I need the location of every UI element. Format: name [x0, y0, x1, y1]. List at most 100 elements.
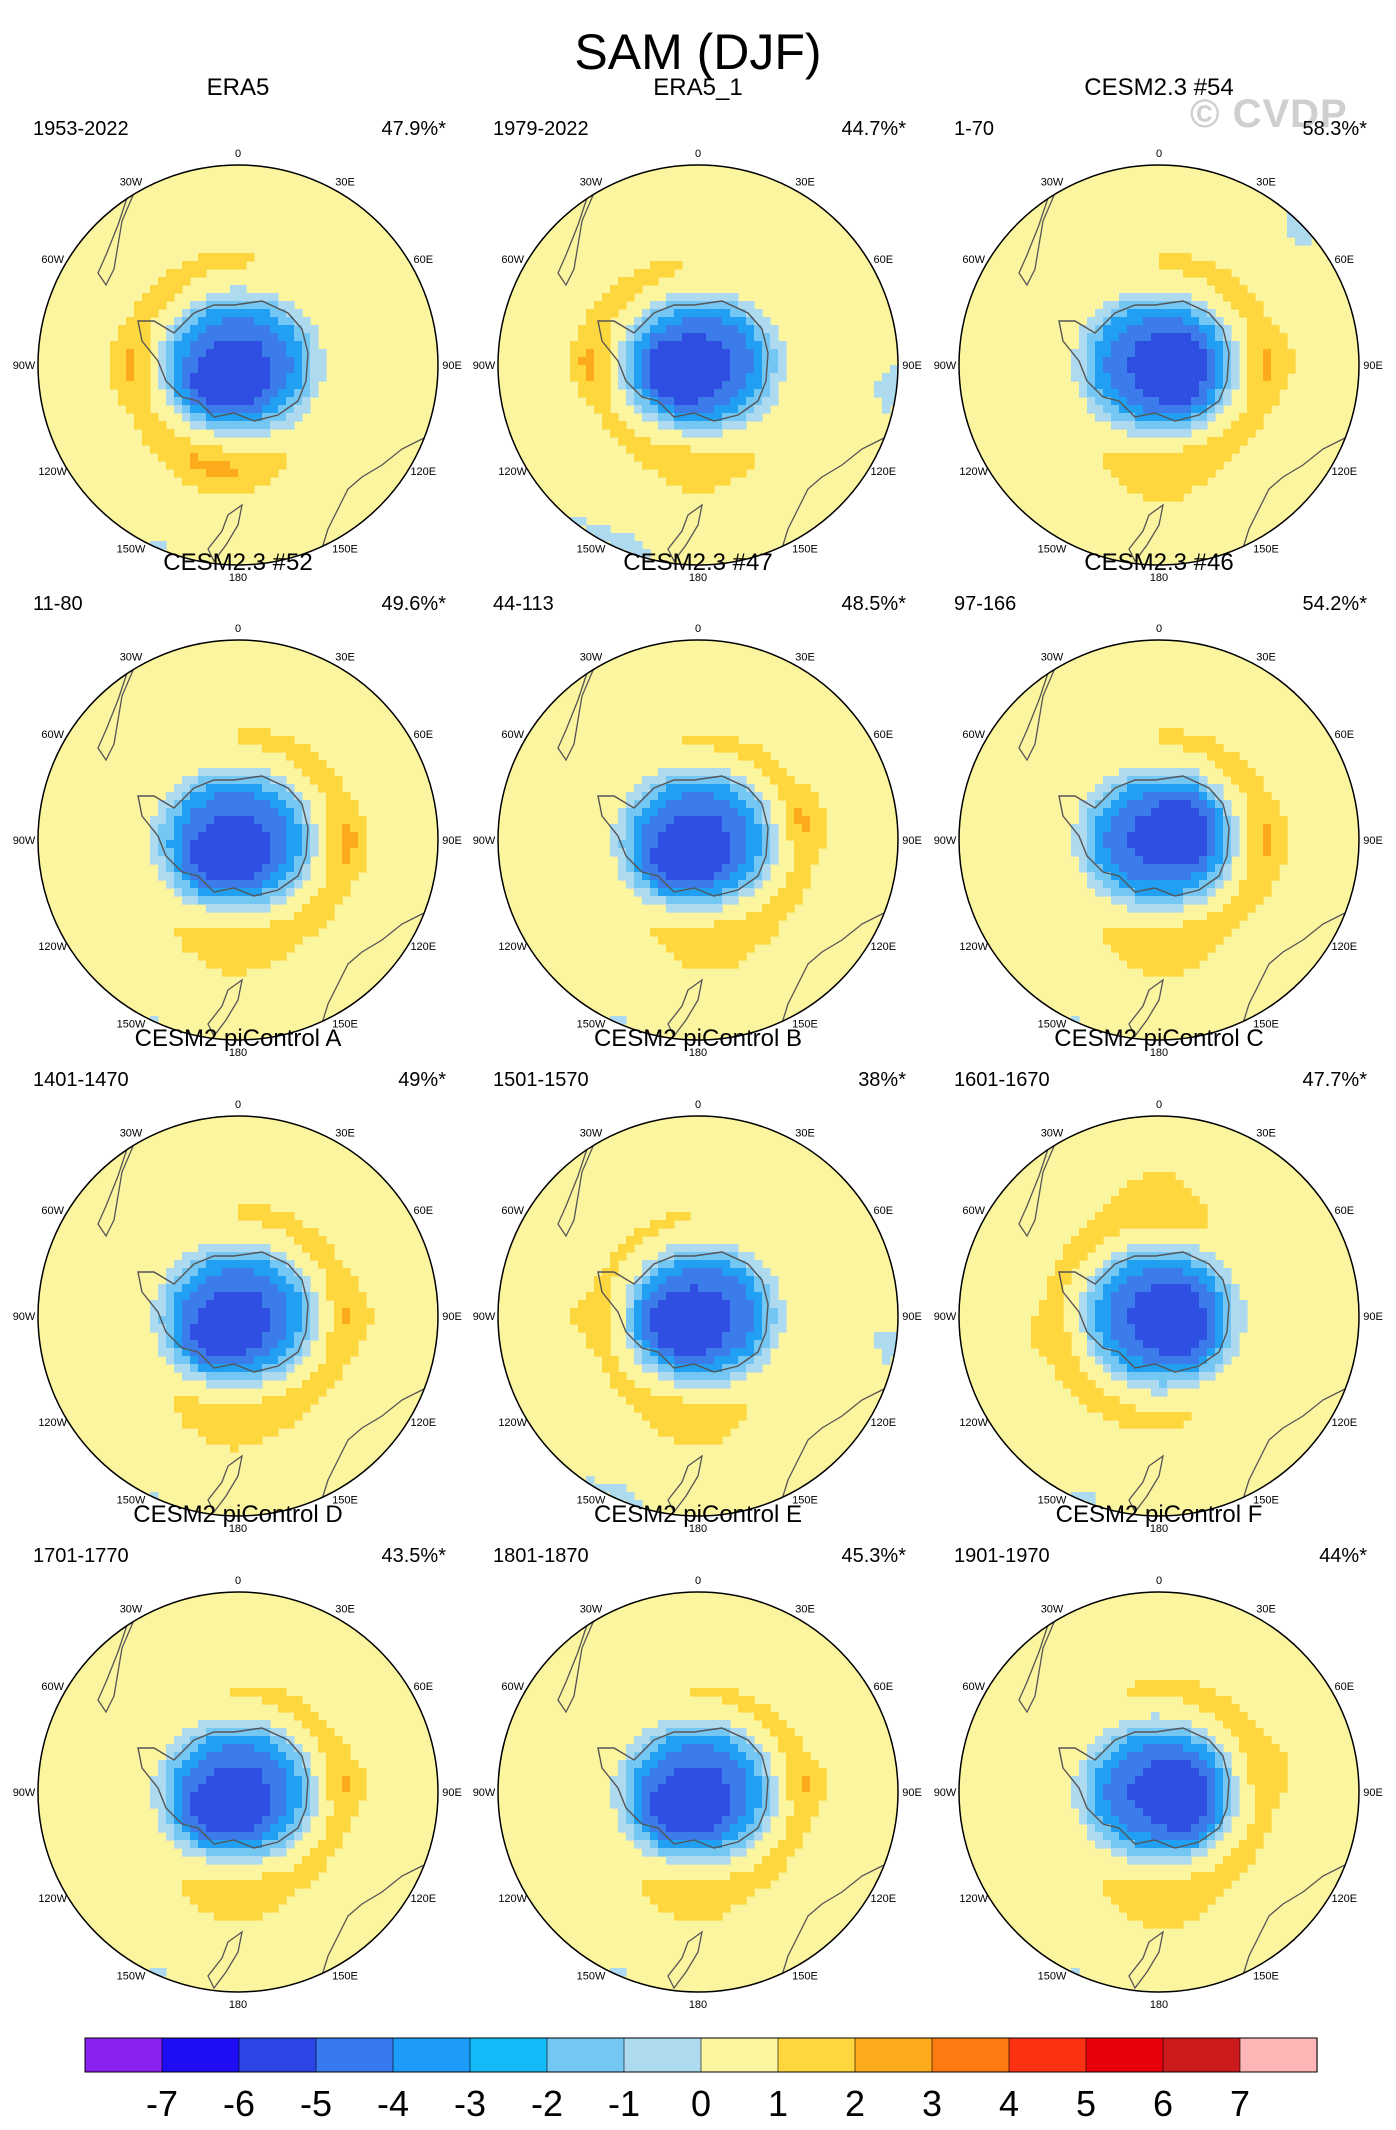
contour-field — [959, 165, 1359, 565]
lon-label: 120W — [959, 466, 988, 478]
lon-label: 180 — [1150, 1523, 1168, 1535]
lon-label: 150E — [792, 1971, 818, 1983]
map-border — [497, 164, 899, 566]
australia-coastline — [1238, 1385, 1352, 1513]
lon-label: 60E — [414, 1205, 434, 1217]
map-border — [497, 1115, 899, 1517]
lon-label: 30W — [1041, 651, 1064, 663]
panel-period: 97-166 — [954, 593, 1016, 615]
lon-label: 30W — [120, 176, 143, 188]
lon-label: 60E — [1335, 254, 1355, 266]
lon-label: 150W — [117, 1495, 146, 1507]
contour-field — [38, 1116, 438, 1516]
panel-period: 1-70 — [954, 118, 994, 140]
lon-label: 30W — [580, 176, 603, 188]
contour-field — [498, 640, 898, 1040]
panel-percent: 47.7%* — [1303, 1069, 1368, 1091]
lon-label: 180 — [229, 572, 247, 584]
colorbar-label: -3 — [454, 2083, 486, 2124]
lon-label: 180 — [689, 572, 707, 584]
lon-label: 30W — [120, 651, 143, 663]
lon-label: 180 — [1150, 572, 1168, 584]
south-america-coastline — [557, 1119, 609, 1238]
lon-label: 150E — [1253, 1019, 1279, 1031]
lon-label: 0 — [235, 1099, 241, 1111]
lon-label: 120W — [498, 466, 527, 478]
lon-label: 0 — [695, 1575, 701, 1587]
colorbar-label: 1 — [768, 2083, 788, 2124]
lon-label: 180 — [689, 1047, 707, 1059]
south-america-coastline — [97, 1119, 149, 1238]
map-border — [958, 164, 1360, 566]
lon-label: 60W — [501, 729, 524, 741]
panel-title: CESM2 piControl F — [1056, 1501, 1263, 1528]
lon-label: 60E — [414, 729, 434, 741]
lon-label: 60W — [501, 1681, 524, 1693]
lon-label: 90E — [902, 1787, 922, 1799]
lon-label: 180 — [689, 1999, 707, 2011]
panel-title: ERA5_1 — [653, 74, 742, 101]
australia-coastline — [1238, 1861, 1352, 1989]
map-panel: 0 30E 60E 90E 120E 150E 180 150W 120W 90W 60W 30W CE… — [13, 549, 462, 1059]
lon-label: 30W — [1041, 1603, 1064, 1615]
lon-label: 0 — [695, 1099, 701, 1111]
panel-percent: 58.3%* — [1303, 118, 1368, 140]
south-america-coastline — [97, 1595, 149, 1714]
panel-percent: 44%* — [1319, 1545, 1367, 1567]
lon-label: 90W — [473, 360, 496, 372]
new-zealand-coastline — [667, 503, 703, 563]
lon-label: 120W — [498, 1893, 527, 1905]
panel-period: 1901-1970 — [954, 1545, 1050, 1567]
australia-coastline — [777, 434, 891, 562]
lon-label: 30E — [335, 651, 355, 663]
lon-label: 30E — [1256, 1603, 1276, 1615]
lon-label: 180 — [229, 1999, 247, 2011]
lon-label: 180 — [229, 1047, 247, 1059]
antarctica-coastline — [137, 1251, 309, 1373]
panel-percent: 47.9%* — [382, 118, 447, 140]
lon-label: 150E — [792, 1495, 818, 1507]
map-panel: 0 30E 60E 90E 120E 150E 180 150W 120W 90W 60W 30W CE… — [473, 1025, 922, 1535]
lon-label: 180 — [689, 1523, 707, 1535]
new-zealand-coastline — [207, 503, 243, 563]
lon-label: 30W — [1041, 176, 1064, 188]
colorbar-label: 7 — [1230, 2083, 1250, 2124]
lon-label: 60E — [1335, 1681, 1355, 1693]
new-zealand-coastline — [1128, 503, 1164, 563]
lon-label: 60W — [41, 1205, 64, 1217]
south-america-coastline — [557, 168, 609, 287]
map-panel: 0 30E 60E 90E 120E 150E 180 150W 120W 90W 60W 30W CE… — [473, 549, 922, 1059]
australia-coastline — [1238, 434, 1352, 562]
lon-label: 90E — [902, 1311, 922, 1323]
lon-label: 60W — [962, 1681, 985, 1693]
lon-label: 120E — [870, 466, 896, 478]
lon-label: 0 — [695, 148, 701, 160]
panel-title: CESM2 piControl D — [133, 1501, 342, 1528]
lon-label: 60W — [41, 254, 64, 266]
lon-label: 120E — [410, 1893, 436, 1905]
lon-label: 60W — [501, 1205, 524, 1217]
lon-label: 90E — [442, 835, 462, 847]
panel-period: 1401-1470 — [33, 1069, 129, 1091]
new-zealand-coastline — [207, 1454, 243, 1514]
map-panel: 0 30E 60E 90E 120E 150E 180 150W 120W 90W 60W 30W CE… — [934, 74, 1383, 584]
lon-label: 30E — [795, 1603, 815, 1615]
lon-label: 0 — [235, 1575, 241, 1587]
lon-label: 150W — [1038, 1971, 1067, 1983]
panel-title: CESM2 piControl A — [135, 1025, 342, 1052]
lon-label: 60E — [1335, 729, 1355, 741]
contour-field — [498, 165, 898, 565]
panel-percent: 45.3%* — [842, 1545, 907, 1567]
lon-label: 0 — [695, 623, 701, 635]
lon-label: 30W — [580, 651, 603, 663]
panel-title: CESM2 piControl C — [1054, 1025, 1263, 1052]
lon-label: 90E — [1363, 1311, 1383, 1323]
lon-label: 150W — [1038, 1019, 1067, 1031]
contour-field — [498, 1116, 898, 1516]
australia-coastline — [317, 1861, 431, 1989]
lon-label: 30E — [1256, 1127, 1276, 1139]
lon-label: 90W — [473, 1311, 496, 1323]
new-zealand-coastline — [667, 1454, 703, 1514]
lon-label: 90E — [902, 360, 922, 372]
contour-field — [959, 640, 1359, 1040]
